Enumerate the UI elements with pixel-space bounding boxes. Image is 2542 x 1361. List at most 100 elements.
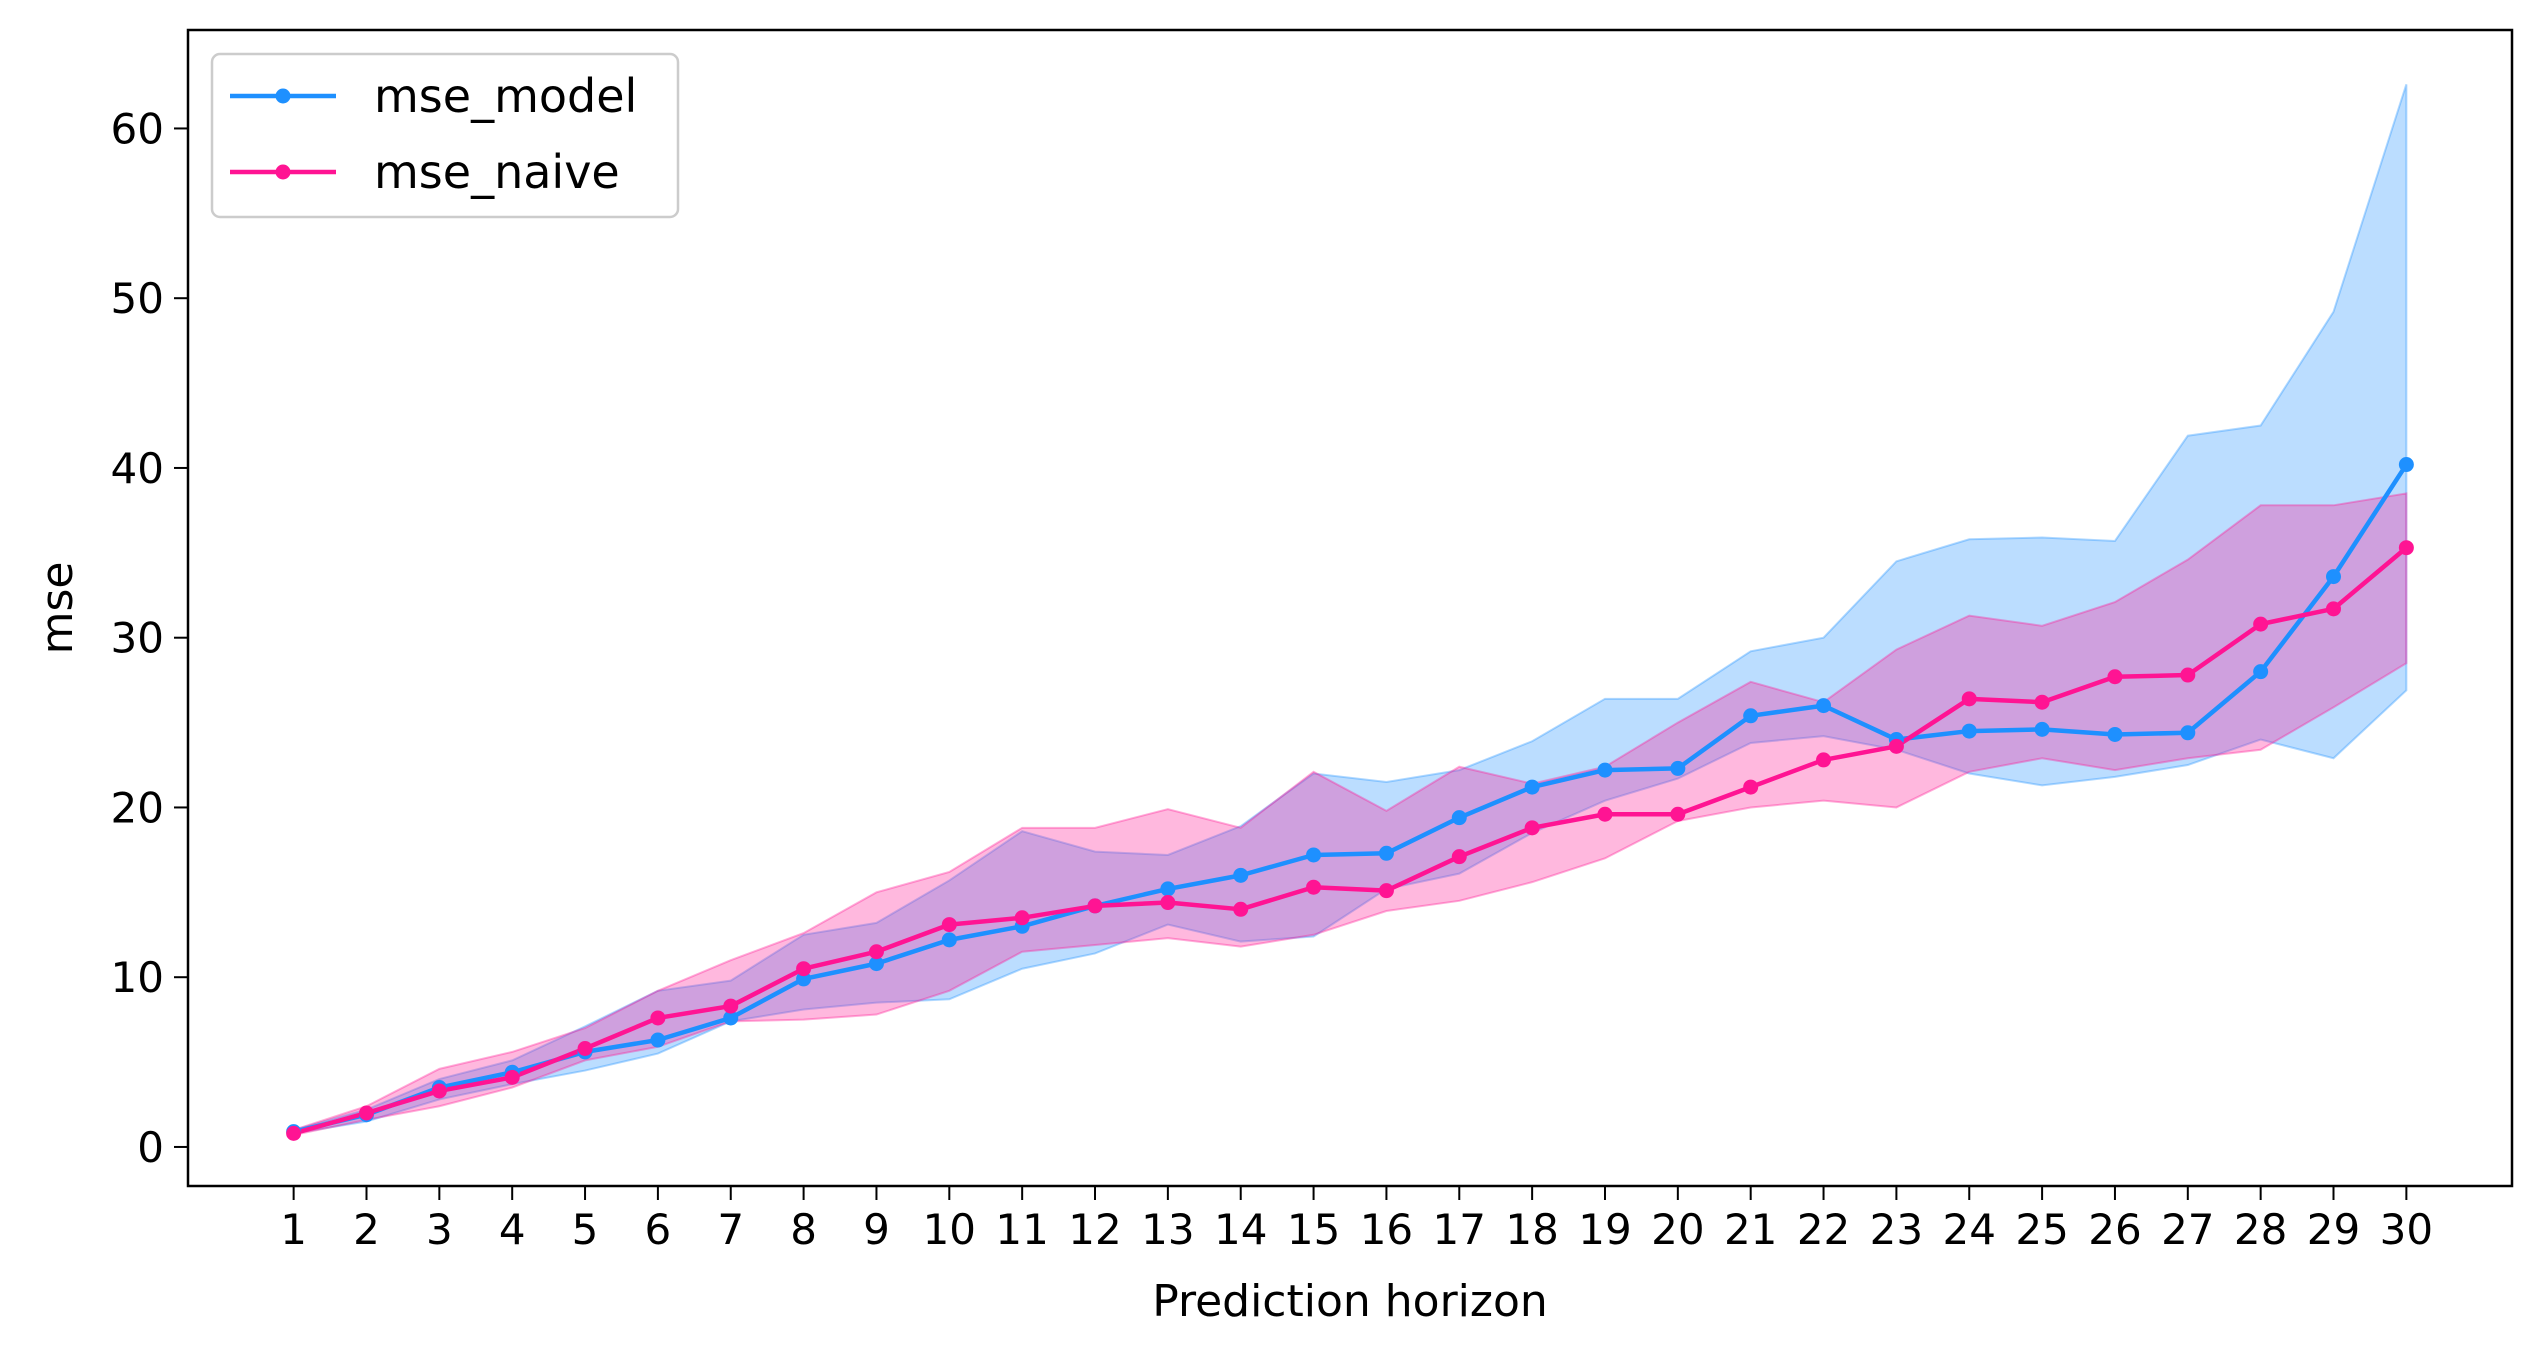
x-tick-label: 21	[1724, 1205, 1777, 1254]
mse-model-point	[1306, 847, 1322, 863]
x-tick-label: 11	[995, 1205, 1048, 1254]
mse-model-point	[2107, 726, 2123, 742]
x-tick-label: 8	[790, 1205, 817, 1254]
x-tick-label: 24	[1943, 1205, 1996, 1254]
mse-model-point	[1451, 810, 1467, 826]
x-tick-label: 26	[2088, 1205, 2141, 1254]
mse-model-point	[650, 1032, 666, 1048]
confidence-bands	[292, 84, 2408, 1137]
mse-naive-point	[796, 961, 812, 977]
mse-naive-line	[291, 545, 2409, 1136]
mse-naive-point	[868, 944, 884, 960]
mse-model-point	[1160, 881, 1176, 897]
mse-naive-point	[2180, 667, 2196, 683]
y-axis: 0 10 20 30 40 50 60	[111, 104, 188, 1172]
mse-model-point	[1816, 698, 1832, 714]
mse-naive-point	[431, 1083, 447, 1099]
x-tick-label: 12	[1068, 1205, 1121, 1254]
x-tick-label: 13	[1141, 1205, 1194, 1254]
mse-model-band	[292, 84, 2408, 1135]
mse-model-point	[2326, 569, 2342, 585]
y-tick-label: 60	[111, 104, 164, 153]
mse-naive-point	[2253, 616, 2269, 632]
mse-model-point	[941, 932, 957, 948]
mse-naive-point	[1306, 879, 1322, 895]
x-tick-label: 23	[1870, 1205, 1923, 1254]
mse-model-point	[1961, 723, 1977, 739]
x-tick-label: 28	[2234, 1205, 2287, 1254]
mse-naive-point	[1451, 849, 1467, 865]
mse-naive-point	[941, 917, 957, 933]
x-tick-label: 25	[2015, 1205, 2068, 1254]
y-tick-label: 0	[137, 1123, 164, 1172]
x-tick-label: 10	[923, 1205, 976, 1254]
x-tick-label: 5	[572, 1205, 599, 1254]
mse-naive-point	[1087, 898, 1103, 914]
mse-model-point	[1378, 845, 1394, 861]
mse-model-line	[291, 462, 2409, 1134]
mse-model-point	[1670, 760, 1686, 776]
y-axis-label: mse	[32, 562, 83, 655]
mse-model-point	[2253, 664, 2269, 680]
mse-naive-point	[577, 1041, 593, 1057]
mse-model-point	[2398, 457, 2414, 473]
series-lines	[291, 462, 2409, 1136]
mse-naive-point	[1961, 691, 1977, 707]
y-tick-label: 20	[111, 783, 164, 832]
legend-marker-mse-naive	[275, 164, 291, 180]
y-tick-label: 40	[111, 444, 164, 493]
x-tick-label: 27	[2161, 1205, 2214, 1254]
mse-naive-point	[2034, 694, 2050, 710]
x-tick-label: 30	[2380, 1205, 2433, 1254]
x-tick-label: 19	[1578, 1205, 1631, 1254]
legend-label-mse-naive: mse_naive	[374, 145, 620, 199]
x-tick-label: 20	[1651, 1205, 1704, 1254]
x-tick-label: 3	[426, 1205, 453, 1254]
mse-naive-point	[286, 1125, 302, 1141]
x-tick-label: 22	[1797, 1205, 1850, 1254]
x-tick-label: 29	[2307, 1205, 2360, 1254]
x-tick-label: 2	[353, 1205, 380, 1254]
plot-frame	[186, 28, 2514, 1188]
mse-naive-point	[1524, 820, 1540, 836]
x-tick-label: 15	[1287, 1205, 1340, 1254]
y-tick-label: 10	[111, 953, 164, 1002]
mse-model-point	[2034, 721, 2050, 737]
x-tick-label: 9	[863, 1205, 890, 1254]
y-tick-label: 30	[111, 614, 164, 663]
mse-naive-point	[1597, 806, 1613, 822]
x-tick-label: 14	[1214, 1205, 1267, 1254]
x-tick-label: 18	[1505, 1205, 1558, 1254]
x-tick-label: 6	[645, 1205, 672, 1254]
x-tick-label: 7	[717, 1205, 744, 1254]
legend-marker-mse-model	[275, 88, 291, 104]
x-axis: 1 2 3 4 5 6 7 8 9 10 11 12 13 14 15 16 17 18 19 20 21 22 23 24 2…	[280, 1186, 2433, 1254]
legend-label-mse-model: mse_model	[374, 69, 637, 123]
mse-model-point	[2180, 725, 2196, 741]
series-points	[286, 457, 2414, 1141]
mse-naive-point	[1160, 895, 1176, 911]
mse-naive-point	[1014, 910, 1030, 926]
mse-model-point	[1597, 762, 1613, 778]
mse-naive-point	[1816, 752, 1832, 768]
mse-model-point	[868, 956, 884, 972]
x-axis-label: Prediction horizon	[1152, 1276, 1548, 1327]
mse-model-point	[1743, 708, 1759, 724]
mse-naive-point	[1743, 779, 1759, 795]
mse-naive-point	[650, 1010, 666, 1026]
mse-model-point	[1233, 867, 1249, 883]
mse-naive-point	[1378, 883, 1394, 899]
mse-naive-point	[2107, 669, 2123, 685]
mse-naive-point	[1233, 901, 1249, 917]
mse-naive-point	[358, 1105, 374, 1121]
mse-naive-point	[1888, 738, 1904, 754]
mse-model-point	[1524, 779, 1540, 795]
mse-naive-point	[1670, 806, 1686, 822]
x-tick-label: 17	[1433, 1205, 1486, 1254]
x-tick-label: 16	[1360, 1205, 1413, 1254]
x-tick-label: 1	[280, 1205, 307, 1254]
mse-naive-point	[723, 998, 739, 1014]
mse-naive-point	[504, 1069, 520, 1085]
